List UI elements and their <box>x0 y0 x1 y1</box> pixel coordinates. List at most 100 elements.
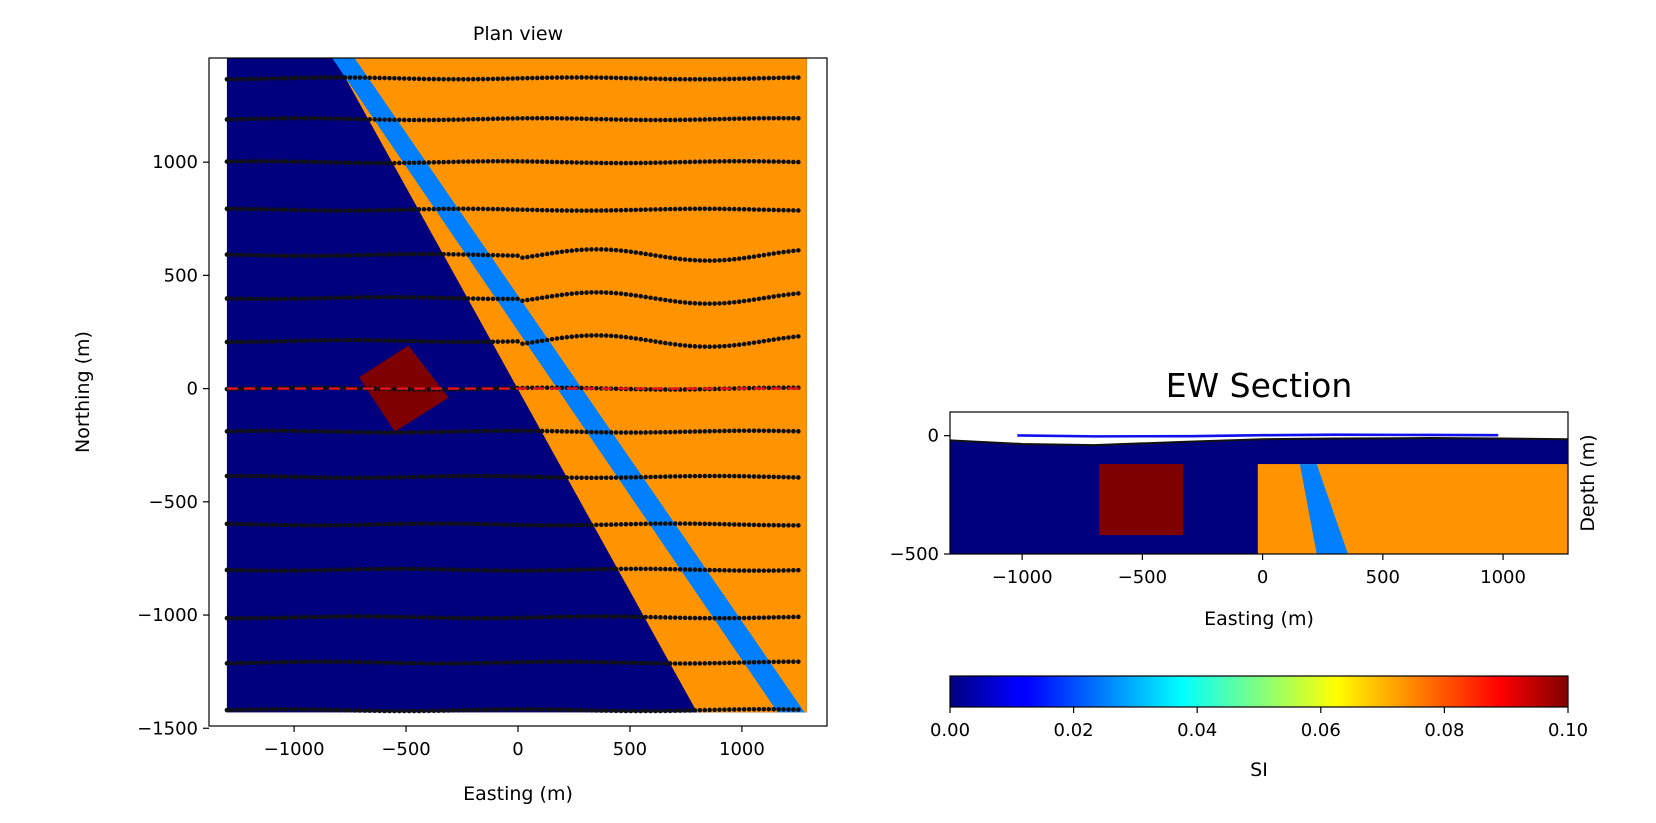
survey-station <box>598 566 604 572</box>
survey-station <box>332 337 338 343</box>
survey-station <box>505 522 511 528</box>
survey-station <box>441 76 446 82</box>
survey-station <box>687 661 693 666</box>
survey-station <box>273 659 279 665</box>
survey-station <box>653 614 658 620</box>
survey-station <box>342 659 348 665</box>
survey-station <box>249 206 254 212</box>
survey-station <box>367 160 373 166</box>
survey-station <box>663 254 668 260</box>
survey-station <box>254 76 259 82</box>
survey-station <box>249 76 254 82</box>
survey-station <box>416 207 422 212</box>
survey-station <box>717 258 722 263</box>
survey-station <box>559 75 565 80</box>
survey-station <box>781 707 786 712</box>
survey-station <box>278 207 284 212</box>
survey-station <box>298 338 304 344</box>
survey-station <box>406 566 412 572</box>
survey-station <box>485 568 491 573</box>
survey-station <box>264 568 269 573</box>
survey-station <box>470 116 476 122</box>
survey-station <box>456 473 461 479</box>
survey-station <box>781 207 786 213</box>
survey-station <box>313 428 318 434</box>
survey-station <box>579 429 584 435</box>
survey-station <box>337 659 343 665</box>
survey-station <box>249 707 254 712</box>
survey-station <box>766 207 772 213</box>
survey-station <box>485 428 491 434</box>
survey-station <box>732 342 737 348</box>
survey-station <box>608 290 614 296</box>
survey-station <box>406 207 412 212</box>
survey-station <box>352 708 358 713</box>
survey-station <box>549 523 555 528</box>
survey-station <box>663 661 668 666</box>
survey-station <box>495 206 501 212</box>
survey-station <box>786 428 791 434</box>
survey-station <box>525 340 530 346</box>
survey-station <box>431 206 437 212</box>
survey-station <box>259 116 264 121</box>
survey-station <box>510 158 515 164</box>
survey-station <box>658 521 663 526</box>
survey-station <box>401 521 407 527</box>
survey-station <box>411 251 417 257</box>
survey-station <box>421 76 427 82</box>
survey-station <box>525 75 530 81</box>
survey-station <box>436 474 442 479</box>
survey-station <box>687 708 693 713</box>
survey-station <box>727 206 732 212</box>
survey-station <box>653 160 658 166</box>
survey-station <box>707 567 712 573</box>
survey-station <box>771 615 777 620</box>
survey-station <box>613 708 619 714</box>
survey-station <box>239 252 244 258</box>
survey-station <box>544 159 550 165</box>
survey-station <box>638 160 644 166</box>
survey-station <box>431 160 437 165</box>
survey-station <box>421 251 427 257</box>
survey-station <box>470 76 476 82</box>
survey-station <box>387 160 392 166</box>
survey-station <box>791 523 796 528</box>
survey-station <box>682 159 688 165</box>
survey-station <box>658 160 663 165</box>
survey-station <box>751 340 757 345</box>
survey-station <box>618 334 624 339</box>
survey-station <box>234 296 240 301</box>
survey-station <box>559 249 565 255</box>
survey-station <box>608 708 614 714</box>
survey-station <box>234 159 240 164</box>
survey-station <box>677 708 683 713</box>
survey-station <box>431 708 437 714</box>
survey-station <box>574 707 579 713</box>
survey-station <box>406 660 412 666</box>
survey-station <box>431 76 437 82</box>
survey-station <box>761 116 767 121</box>
survey-station <box>589 429 594 435</box>
survey-station <box>426 521 432 526</box>
survey-station <box>697 386 703 392</box>
survey-station <box>337 707 343 713</box>
survey-station <box>332 295 338 301</box>
survey-station <box>697 473 703 479</box>
survey-station <box>751 428 757 434</box>
survey-station <box>268 296 274 302</box>
survey-station <box>697 707 703 713</box>
survey-station <box>411 474 417 480</box>
survey-station <box>569 429 575 434</box>
survey-station <box>416 708 422 714</box>
plan-view-title: Plan view <box>473 23 563 45</box>
survey-station <box>352 475 358 481</box>
survey-station <box>303 659 309 665</box>
survey-station <box>451 206 456 212</box>
survey-station <box>791 159 796 165</box>
survey-station <box>736 116 742 121</box>
survey-station <box>520 341 525 347</box>
survey-station <box>525 207 530 213</box>
survey-station <box>712 615 717 621</box>
survey-station <box>746 255 752 260</box>
survey-station <box>574 247 579 253</box>
